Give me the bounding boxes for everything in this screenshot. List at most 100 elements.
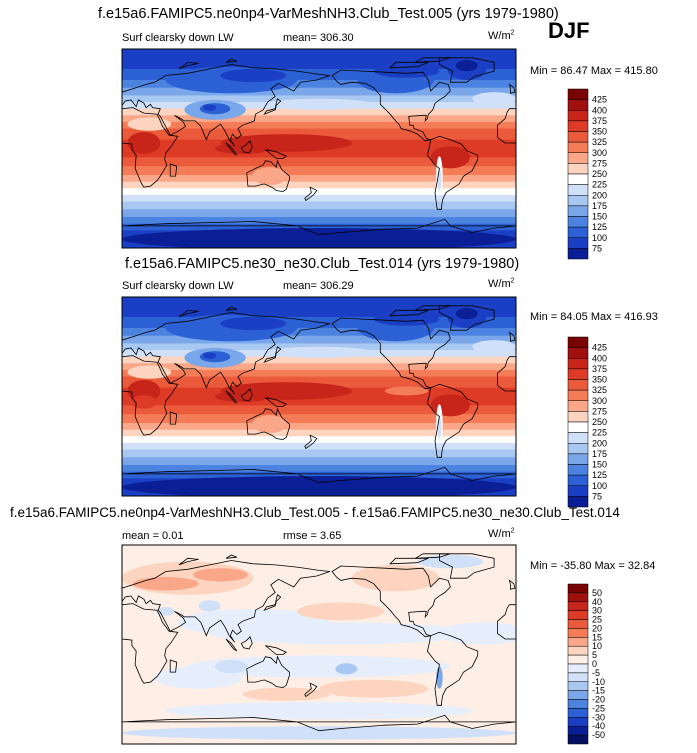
field-contour (252, 167, 288, 185)
colorbar-swatch (567, 717, 589, 727)
panel-2-minmax: Min = 84.05 Max = 416.93 (530, 311, 658, 323)
field-contour (472, 340, 516, 354)
coastline (415, 57, 451, 63)
coastline (497, 108, 516, 144)
colorbar-tick-label: 5 (592, 650, 597, 660)
coastline (389, 61, 429, 69)
field-contour (215, 659, 248, 674)
colorbar-swatch (567, 205, 589, 217)
colorbar-swatch (567, 88, 589, 100)
colorbar-tick-label: 125 (592, 470, 607, 480)
field-band (122, 115, 516, 123)
colorbar-tick-label: -20 (592, 695, 605, 705)
field-band (122, 423, 516, 431)
coastline (122, 603, 179, 684)
colorbar-swatch (567, 610, 589, 620)
colorbar-tick-label: 400 (592, 353, 607, 363)
colorbar-tick-label: 10 (592, 641, 602, 651)
colorbar-tick-label: 250 (592, 417, 607, 427)
colorbar-swatch (567, 464, 589, 476)
colorbar-swatch (567, 400, 589, 412)
coastline (508, 579, 516, 590)
colorbar-tick-label: 350 (592, 375, 607, 385)
colorbar-swatch (567, 195, 589, 207)
colorbar-swatch (567, 645, 589, 656)
field-band (122, 414, 516, 424)
field-contour (132, 577, 199, 591)
coastline (265, 397, 288, 407)
colorbar-swatch (567, 474, 589, 486)
colorbar-swatch (567, 583, 589, 594)
coastline (169, 411, 178, 425)
colorbar-tick-label: 100 (592, 233, 607, 243)
colorbar-tick-label: 25 (592, 615, 602, 625)
coastline (122, 466, 516, 484)
colorbar-swatch (567, 411, 589, 423)
coastline (225, 58, 238, 63)
colorbar-tick-label: 375 (592, 364, 607, 374)
field-contour (127, 131, 161, 155)
field-band (122, 166, 516, 176)
field-band (122, 356, 516, 364)
field-band (122, 442, 516, 451)
colorbar-swatch (567, 725, 589, 736)
panel-1-map (121, 48, 517, 249)
coastline (304, 434, 318, 450)
field-band (122, 201, 516, 210)
coastline (178, 309, 199, 318)
colorbar-swatch (567, 699, 589, 709)
panel-2-center-label: mean= 306.29 (283, 280, 354, 292)
colorbar-swatch (567, 628, 589, 638)
colorbar-swatch (567, 368, 589, 380)
coastline (265, 645, 288, 655)
panel-2-units: W/m2 (488, 277, 515, 290)
coastline (225, 390, 238, 404)
field-band (122, 457, 516, 466)
coastline (169, 659, 178, 673)
colorbar-tick-label: 325 (592, 137, 607, 147)
field-band (122, 376, 516, 389)
field-band (122, 209, 516, 218)
coastline (225, 306, 238, 311)
colorbar-tick-label: 300 (592, 396, 607, 406)
coastline (439, 553, 495, 579)
colorbar-tick-label: 100 (592, 481, 607, 491)
field-band (122, 405, 516, 415)
coastline (240, 388, 253, 402)
field-band (122, 369, 516, 378)
coastline (263, 594, 282, 612)
field-band (122, 181, 516, 189)
colorbar-swatch (567, 485, 589, 497)
map-frame (121, 296, 517, 497)
colorbar-swatch (567, 496, 589, 508)
field-contour (165, 701, 473, 720)
season-label: DJF (548, 18, 590, 43)
field-contour (335, 663, 358, 675)
panel-1-units: W/m2 (488, 29, 515, 42)
colorbar-swatch (567, 453, 589, 465)
coastline (122, 312, 331, 395)
colorbar-tick-label: 225 (592, 428, 607, 438)
field-contour (122, 476, 516, 496)
panel-3-map (121, 544, 517, 745)
field-band (122, 471, 516, 479)
colorbar-tick-label: 325 (592, 385, 607, 395)
colorbar-tick-label: 300 (592, 148, 607, 158)
field-band (122, 157, 516, 167)
field-band (122, 79, 516, 89)
field-band (122, 335, 516, 344)
coastline (304, 186, 318, 202)
field-contour (122, 726, 516, 740)
colorbar-swatch (567, 226, 589, 238)
field-contour (455, 308, 478, 320)
field-contour (297, 602, 385, 621)
colorbar-tick-label: -40 (592, 721, 605, 731)
colorbar-tick-label: -15 (592, 686, 605, 696)
coastline (263, 98, 282, 116)
coastline (246, 159, 290, 193)
colorbar-swatch (567, 681, 589, 691)
field-band (122, 223, 516, 231)
coastline (122, 218, 516, 236)
panel-2-title: f.e15a6.FAMIPC5.ne30_ne30.Club_Test.014 … (125, 256, 520, 272)
panel-3-title: f.e15a6.FAMIPC5.ne0np4-VarMeshNH3.Club_T… (10, 505, 620, 520)
